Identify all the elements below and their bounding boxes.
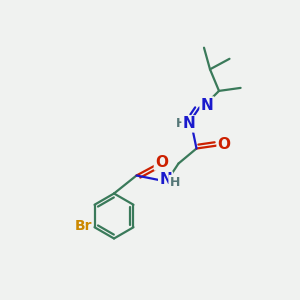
Text: O: O <box>155 154 168 169</box>
Text: Br: Br <box>74 219 92 233</box>
Text: O: O <box>218 136 231 152</box>
Text: H: H <box>169 176 180 189</box>
Text: N: N <box>159 172 172 188</box>
Text: N: N <box>201 98 213 112</box>
Text: N: N <box>183 116 195 131</box>
Text: H: H <box>176 117 187 130</box>
